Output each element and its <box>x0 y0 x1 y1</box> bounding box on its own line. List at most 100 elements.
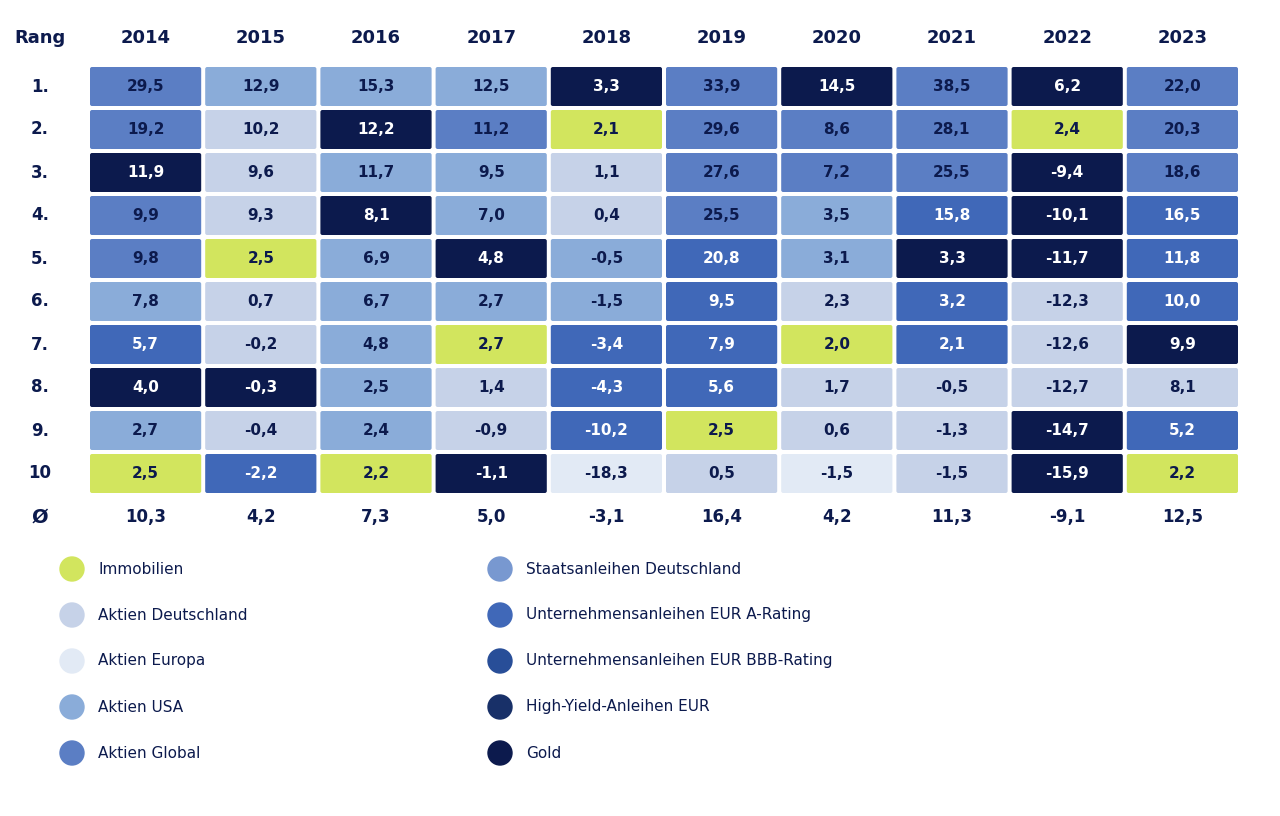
Circle shape <box>488 695 512 719</box>
FancyBboxPatch shape <box>320 325 431 364</box>
Text: 2023: 2023 <box>1157 29 1207 47</box>
FancyBboxPatch shape <box>1126 67 1238 106</box>
FancyBboxPatch shape <box>320 239 431 278</box>
Text: -0,2: -0,2 <box>244 337 278 352</box>
Text: 19,2: 19,2 <box>127 122 164 137</box>
FancyBboxPatch shape <box>320 454 431 493</box>
Text: 9,5: 9,5 <box>708 294 735 309</box>
Text: -9,4: -9,4 <box>1051 165 1084 180</box>
FancyBboxPatch shape <box>320 282 431 321</box>
Text: -0,4: -0,4 <box>244 423 278 438</box>
FancyBboxPatch shape <box>550 368 662 407</box>
Text: 9,6: 9,6 <box>247 165 274 180</box>
Text: 0,4: 0,4 <box>593 208 620 223</box>
Text: 14,5: 14,5 <box>818 79 855 94</box>
FancyBboxPatch shape <box>435 239 547 278</box>
FancyBboxPatch shape <box>205 196 316 235</box>
FancyBboxPatch shape <box>781 454 892 493</box>
Text: 2018: 2018 <box>581 29 631 47</box>
FancyBboxPatch shape <box>781 411 892 450</box>
Text: 12,9: 12,9 <box>242 79 279 94</box>
Text: -3,4: -3,4 <box>590 337 623 352</box>
Circle shape <box>60 741 84 765</box>
FancyBboxPatch shape <box>1126 196 1238 235</box>
FancyBboxPatch shape <box>90 239 201 278</box>
FancyBboxPatch shape <box>205 411 316 450</box>
Text: 11,9: 11,9 <box>127 165 164 180</box>
Text: 12,2: 12,2 <box>357 122 394 137</box>
FancyBboxPatch shape <box>781 67 892 106</box>
Text: 12,5: 12,5 <box>472 79 509 94</box>
Text: 2015: 2015 <box>236 29 285 47</box>
Text: 6,2: 6,2 <box>1053 79 1080 94</box>
Text: -1,5: -1,5 <box>590 294 623 309</box>
FancyBboxPatch shape <box>1011 454 1123 493</box>
FancyBboxPatch shape <box>781 239 892 278</box>
Text: Aktien Deutschland: Aktien Deutschland <box>99 607 247 623</box>
Text: -12,6: -12,6 <box>1046 337 1089 352</box>
Text: 22,0: 22,0 <box>1164 79 1201 94</box>
FancyBboxPatch shape <box>896 454 1007 493</box>
Text: 8.: 8. <box>31 379 49 397</box>
Text: 7,2: 7,2 <box>823 165 850 180</box>
FancyBboxPatch shape <box>90 110 201 149</box>
Text: 0,5: 0,5 <box>708 466 735 481</box>
FancyBboxPatch shape <box>1126 153 1238 192</box>
Text: -1,3: -1,3 <box>936 423 969 438</box>
FancyBboxPatch shape <box>205 368 316 407</box>
FancyBboxPatch shape <box>781 110 892 149</box>
Text: Immobilien: Immobilien <box>99 561 183 576</box>
Text: 11,3: 11,3 <box>932 508 973 526</box>
Text: 11,7: 11,7 <box>357 165 394 180</box>
Text: 4,2: 4,2 <box>246 508 275 526</box>
Text: 10: 10 <box>28 464 51 482</box>
Text: 1.: 1. <box>31 78 49 95</box>
FancyBboxPatch shape <box>435 282 547 321</box>
Text: 15,3: 15,3 <box>357 79 394 94</box>
FancyBboxPatch shape <box>550 239 662 278</box>
FancyBboxPatch shape <box>90 411 201 450</box>
Text: 20,3: 20,3 <box>1164 122 1201 137</box>
FancyBboxPatch shape <box>896 196 1007 235</box>
Text: 2017: 2017 <box>466 29 516 47</box>
FancyBboxPatch shape <box>435 153 547 192</box>
Text: 5,7: 5,7 <box>132 337 159 352</box>
FancyBboxPatch shape <box>896 110 1007 149</box>
FancyBboxPatch shape <box>1011 239 1123 278</box>
Text: 2,5: 2,5 <box>132 466 159 481</box>
Text: 2,5: 2,5 <box>362 380 389 395</box>
FancyBboxPatch shape <box>666 153 777 192</box>
Text: Aktien USA: Aktien USA <box>99 699 183 715</box>
Circle shape <box>60 649 84 673</box>
Text: 38,5: 38,5 <box>933 79 970 94</box>
Text: 5,6: 5,6 <box>708 380 735 395</box>
Text: High-Yield-Anleihen EUR: High-Yield-Anleihen EUR <box>526 699 709 715</box>
Text: 3.: 3. <box>31 163 49 181</box>
Text: -1,1: -1,1 <box>475 466 508 481</box>
FancyBboxPatch shape <box>90 153 201 192</box>
Text: Gold: Gold <box>526 746 561 761</box>
Text: 6,9: 6,9 <box>362 251 389 266</box>
Text: Aktien Europa: Aktien Europa <box>99 654 205 668</box>
Text: -0,9: -0,9 <box>475 423 508 438</box>
Text: 9.: 9. <box>31 422 49 440</box>
FancyBboxPatch shape <box>550 67 662 106</box>
Text: 25,5: 25,5 <box>933 165 970 180</box>
FancyBboxPatch shape <box>1011 153 1123 192</box>
FancyBboxPatch shape <box>666 67 777 106</box>
Text: 27,6: 27,6 <box>703 165 740 180</box>
Text: 6.: 6. <box>31 292 49 311</box>
FancyBboxPatch shape <box>320 196 431 235</box>
Text: 16,4: 16,4 <box>701 508 742 526</box>
FancyBboxPatch shape <box>1126 411 1238 450</box>
FancyBboxPatch shape <box>550 110 662 149</box>
Text: -14,7: -14,7 <box>1046 423 1089 438</box>
FancyBboxPatch shape <box>90 368 201 407</box>
FancyBboxPatch shape <box>1126 325 1238 364</box>
Text: 2022: 2022 <box>1042 29 1092 47</box>
FancyBboxPatch shape <box>205 454 316 493</box>
Circle shape <box>488 557 512 581</box>
FancyBboxPatch shape <box>320 368 431 407</box>
Text: 2,4: 2,4 <box>362 423 389 438</box>
Text: 4,2: 4,2 <box>822 508 851 526</box>
